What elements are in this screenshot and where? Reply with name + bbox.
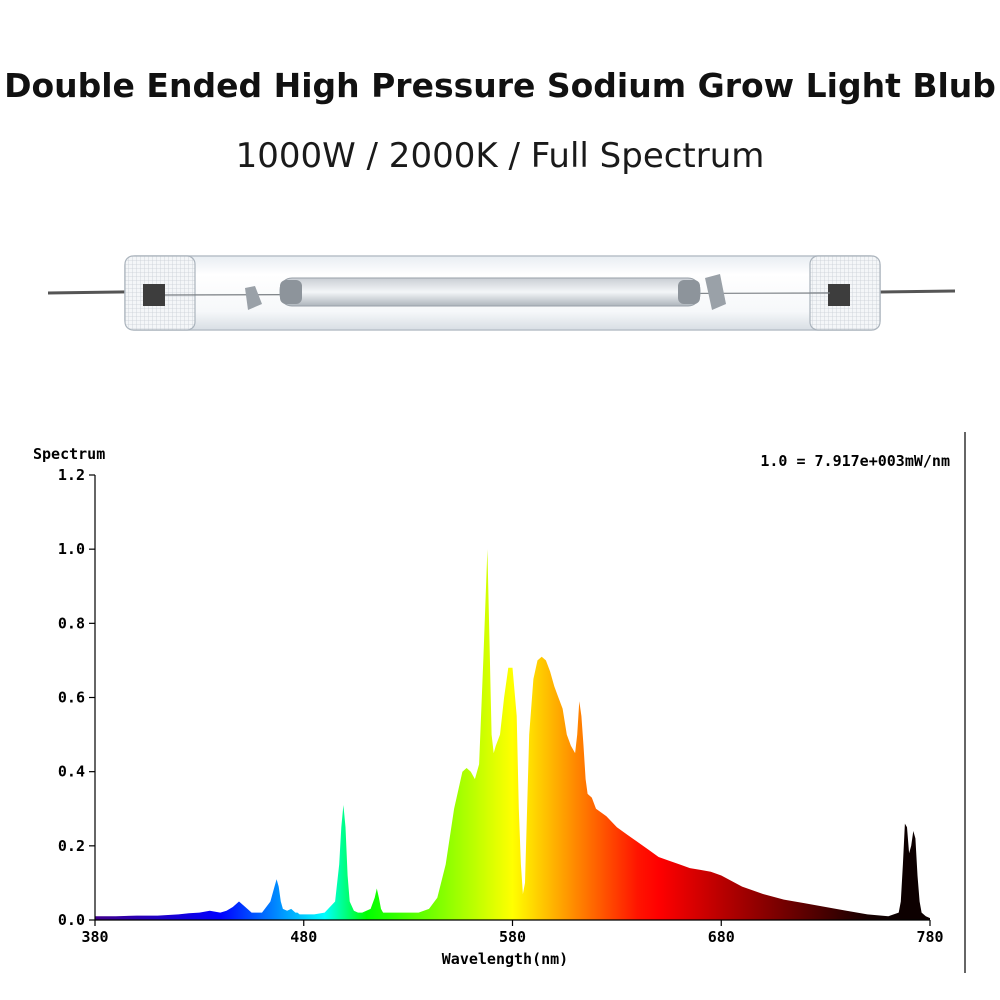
- chart-axes: 0.0 0.2 0.4 0.6 0.8 1.0 1.2 380 480 580 680 780: [58, 466, 944, 946]
- x-tick-label: 580: [499, 928, 526, 946]
- y-tick-label: 0.6: [58, 689, 85, 707]
- spectrum-chart: 0.0 0.2 0.4 0.6 0.8 1.0 1.2 380 480 580 680 780 Spe…: [33, 432, 966, 973]
- y-tick-label: 0.8: [58, 614, 85, 632]
- y-axis-label: Spectrum: [33, 445, 105, 463]
- y-tick-label: 0.2: [58, 837, 85, 855]
- plot-area: [95, 549, 930, 920]
- y-tick-label: 1.2: [58, 466, 85, 484]
- x-axis-label: Wavelength(nm): [442, 950, 568, 968]
- scale-note: 1.0 = 7.917e+003mW/nm: [760, 452, 950, 470]
- y-tick-label: 0.4: [58, 763, 85, 781]
- page-title: Double Ended High Pressure Sodium Grow L…: [4, 66, 996, 105]
- spectrum-area-series: [95, 549, 930, 920]
- double-ended-hps-bulb-icon: [47, 255, 956, 331]
- y-tick-label: 0.0: [58, 911, 85, 929]
- x-tick-label: 380: [81, 928, 108, 946]
- x-tick-label: 780: [916, 928, 943, 946]
- x-tick-label: 480: [290, 928, 317, 946]
- x-tick-label: 680: [708, 928, 735, 946]
- y-tick-label: 1.0: [58, 540, 85, 558]
- page-subtitle: 1000W / 2000K / Full Spectrum: [235, 136, 765, 176]
